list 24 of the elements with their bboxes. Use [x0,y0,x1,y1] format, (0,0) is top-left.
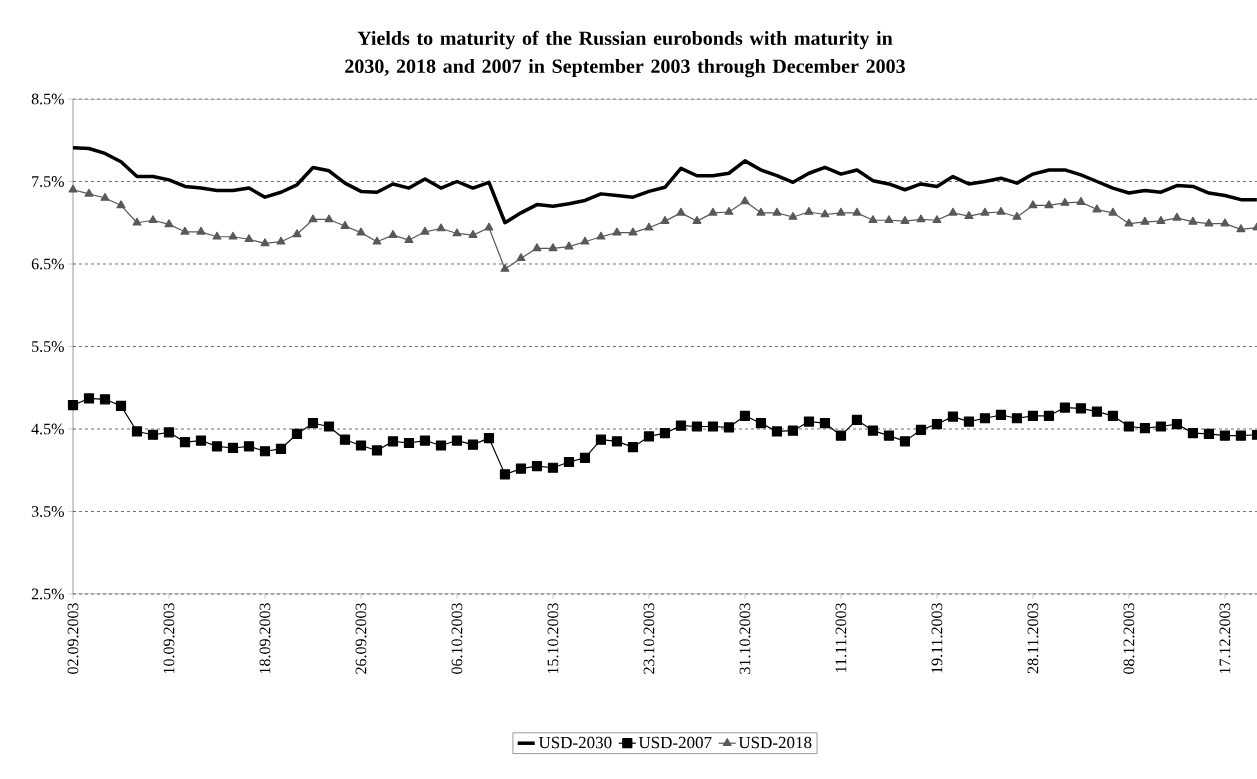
x-tick-label: 08.12.2003 [1123,603,1135,674]
x-tick-label: 19.11.2003 [931,603,943,673]
x-tick-label: 10.09.2003 [163,603,175,674]
x-tick-label: 26.09.2003 [355,603,367,674]
y-tick-label: 7.5% [32,176,64,187]
x-tick-label: 11.11.2003 [835,603,847,672]
x-tick-label: 23.10.2003 [643,603,655,674]
y-tick-label: 6.5% [31,258,64,270]
legend-label: USD-2030 [538,736,612,749]
x-tick-label: 02.09.2003 [67,603,79,674]
y-tick-label: 5.5% [32,341,64,352]
y-tick-label: 2.5% [31,588,64,600]
legend-label: USD-2007 [638,736,712,749]
x-tick-label: 17.12.2003 [1219,603,1231,674]
legend-label: USD-2018 [738,736,812,749]
x-tick-label: 28.11.2003 [1027,603,1039,674]
x-tick-label: 31.10.2003 [739,603,751,674]
y-tick-label: 8.5% [31,93,64,105]
x-tick-label: 06.10.2003 [451,603,463,674]
y-tick-label: 4.5% [31,423,64,435]
x-tick-label: 18.09.2003 [259,603,271,674]
x-tick-label: 15.10.2003 [547,603,559,674]
y-tick-label: 3.5% [31,506,64,517]
chart-title: Yields to maturity of the Russian eurobonds with maturity in 2030, 2018 and 2007 in September 2003 through December 2003 [345,30,905,78]
